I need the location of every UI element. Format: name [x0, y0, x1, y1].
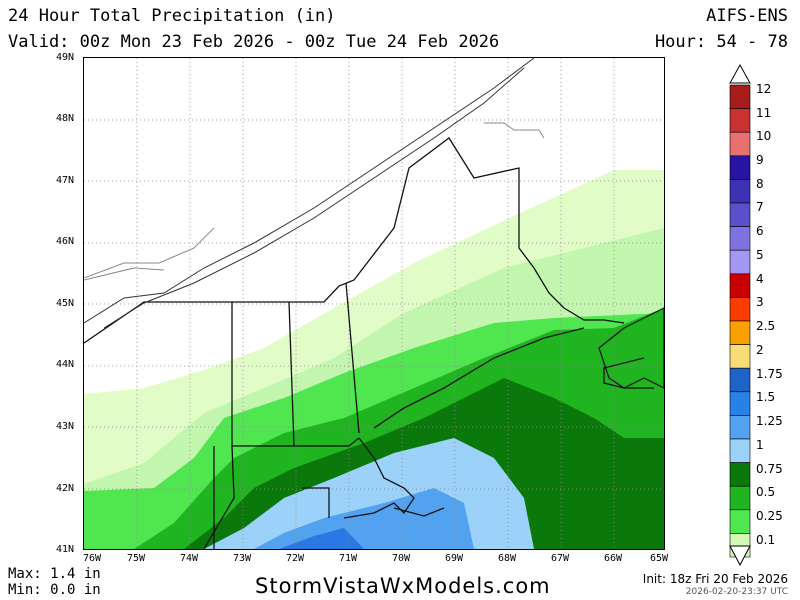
legend-swatch — [729, 367, 751, 393]
legend-swatch — [729, 485, 751, 511]
legend-label: 9 — [756, 153, 764, 167]
legend-bottom-arrow — [729, 545, 751, 567]
legend-label: 1.5 — [756, 390, 776, 404]
lat-label-45: 45N — [56, 298, 75, 309]
legend-top-arrow — [729, 63, 751, 84]
legend-label: 5 — [756, 248, 764, 262]
legend-label: 0.25 — [756, 509, 783, 523]
legend-label: 12 — [756, 82, 772, 96]
legend-swatch — [729, 226, 751, 251]
legend-swatch — [729, 344, 751, 369]
legend-label: 10 — [756, 129, 772, 143]
legend-swatch — [729, 108, 751, 133]
gray-border — [84, 122, 545, 281]
nova-scotia-outline — [598, 307, 664, 389]
legend-swatch — [729, 131, 751, 157]
map-title: 24 Hour Total Precipitation (in) — [8, 6, 336, 26]
lon-label-74: 74W — [180, 553, 199, 564]
valid-period: Valid: 00z Mon 23 Feb 2026 - 00z Tue 24 … — [8, 32, 500, 52]
precip-map — [83, 57, 665, 550]
color-legend — [729, 63, 751, 567]
lon-label-66: 66W — [604, 553, 623, 564]
lon-label-68: 68W — [498, 553, 517, 564]
lat-label-48: 48N — [56, 113, 75, 124]
lat-label-47: 47N — [56, 175, 75, 186]
legend-swatch — [729, 320, 751, 345]
legend-label: 0.75 — [756, 462, 783, 476]
generated-timestamp: 2026-02-20-23:37 UTC — [685, 587, 788, 597]
lon-label-75: 75W — [127, 553, 146, 564]
model-name: AIFS-ENS — [706, 6, 788, 26]
lon-label-69: 69W — [445, 553, 464, 564]
legend-label: 11 — [756, 106, 772, 120]
lon-label-71: 71W — [339, 553, 358, 564]
lon-label-65: 65W — [650, 553, 669, 564]
lon-label-73: 73W — [233, 553, 252, 564]
lat-label-49: 49N — [56, 52, 75, 63]
legend-label: 2 — [756, 343, 764, 357]
legend-swatch — [729, 155, 751, 180]
stats-block: Max: 1.4 in Min: 0.0 in — [8, 566, 101, 598]
legend-label: 1 — [756, 438, 764, 452]
legend-label: 6 — [756, 224, 764, 238]
lat-label-46: 46N — [56, 236, 75, 247]
lat-lon-grid — [84, 58, 664, 549]
precip-map-canvas — [84, 58, 664, 549]
legend-swatch — [729, 462, 751, 487]
forecast-hour: Hour: 54 - 78 — [654, 32, 788, 52]
legend-label: 1.25 — [756, 414, 783, 428]
brand-link[interactable]: StormVistaWxModels.com — [255, 574, 551, 598]
legend-label: 8 — [756, 177, 764, 191]
lat-label-41: 41N — [56, 544, 75, 555]
legend-swatch — [729, 249, 751, 275]
borders — [84, 137, 654, 549]
init-time: Init: 18z Fri 20 Feb 2026 — [642, 572, 788, 586]
lon-label-67: 67W — [551, 553, 570, 564]
legend-swatch — [729, 438, 751, 463]
legend-label: 0.5 — [756, 485, 776, 499]
legend-swatch — [729, 297, 751, 322]
lat-label-44: 44N — [56, 359, 75, 370]
precip-band-1.5 — [254, 488, 474, 549]
legend-label: 1.75 — [756, 367, 783, 381]
lat-label-43: 43N — [56, 421, 75, 432]
legend-label: 7 — [756, 200, 764, 214]
lon-label-70: 70W — [392, 553, 411, 564]
legend-label: 0.1 — [756, 533, 776, 547]
min-value: Min: 0.0 in — [8, 582, 101, 598]
legend-swatch — [729, 202, 751, 227]
legend-swatch — [729, 509, 751, 534]
legend-swatch — [729, 273, 751, 298]
lon-label-72: 72W — [286, 553, 305, 564]
legend-swatch — [729, 179, 751, 204]
precip-band-1.75 — [279, 528, 364, 549]
max-value: Max: 1.4 in — [8, 566, 101, 582]
legend-swatch — [729, 415, 751, 440]
legend-label: 3 — [756, 295, 764, 309]
st-lawrence-river — [84, 58, 535, 329]
lat-label-42: 42N — [56, 483, 75, 494]
lon-label-76: 76W — [83, 553, 102, 564]
legend-label: 4 — [756, 272, 764, 286]
legend-swatch — [729, 84, 751, 109]
legend-swatch — [729, 391, 751, 416]
legend-label: 2.5 — [756, 319, 776, 333]
